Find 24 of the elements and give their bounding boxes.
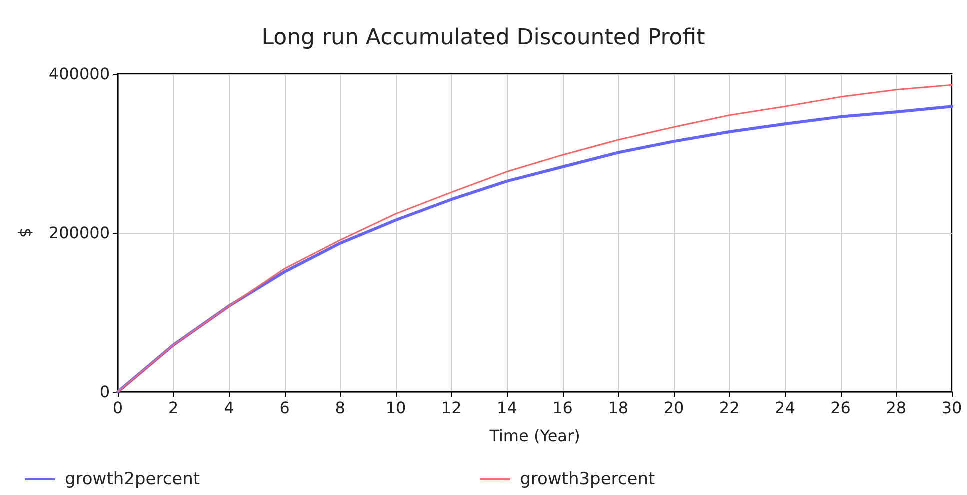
x-tick-label: 10 bbox=[386, 398, 406, 418]
x-tick-label: 28 bbox=[886, 398, 907, 418]
chart-title: Long run Accumulated Discounted Profit bbox=[262, 26, 706, 50]
x-tick-label: 14 bbox=[497, 398, 518, 418]
y-tick-label: 0 bbox=[100, 382, 110, 402]
x-tick-label: 26 bbox=[830, 398, 851, 418]
legend-label: growth2percent bbox=[65, 470, 200, 490]
x-tick-label: 18 bbox=[608, 398, 629, 418]
y-tick-label: 200000 bbox=[48, 224, 110, 242]
y-tick-label: 400000 bbox=[48, 64, 110, 84]
x-tick-label: 4 bbox=[224, 398, 234, 418]
x-tick-label: 30 bbox=[942, 398, 962, 418]
x-tick-label: 22 bbox=[719, 398, 740, 418]
x-tick-label: 24 bbox=[775, 398, 796, 418]
x-tick-label: 8 bbox=[335, 398, 346, 418]
x-tick-label: 20 bbox=[664, 398, 684, 418]
x-tick-label: 2 bbox=[168, 398, 179, 418]
x-tick-label: 12 bbox=[441, 398, 462, 418]
legend-label: growth3percent bbox=[520, 470, 656, 490]
x-tick-label: 16 bbox=[552, 398, 573, 418]
y-axis-title: $ bbox=[16, 228, 36, 238]
x-tick-label: 6 bbox=[280, 398, 290, 418]
x-tick-label: 0 bbox=[112, 398, 124, 418]
x-axis-title: Time (Year) bbox=[488, 426, 580, 446]
